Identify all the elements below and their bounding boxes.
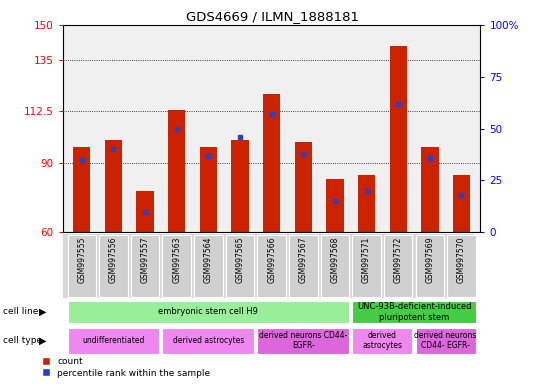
FancyBboxPatch shape bbox=[352, 235, 381, 297]
Text: UNC-93B-deficient-induced
pluripotent stem: UNC-93B-deficient-induced pluripotent st… bbox=[357, 302, 471, 322]
FancyBboxPatch shape bbox=[225, 235, 254, 297]
FancyBboxPatch shape bbox=[352, 301, 476, 323]
FancyBboxPatch shape bbox=[68, 301, 349, 323]
Text: GSM997556: GSM997556 bbox=[109, 237, 118, 283]
Text: GSM997566: GSM997566 bbox=[267, 237, 276, 283]
Text: GDS4669 / ILMN_1888181: GDS4669 / ILMN_1888181 bbox=[187, 10, 359, 23]
FancyBboxPatch shape bbox=[131, 235, 159, 297]
Text: GSM997571: GSM997571 bbox=[362, 237, 371, 283]
Text: undifferentiated: undifferentiated bbox=[82, 336, 145, 345]
FancyBboxPatch shape bbox=[163, 235, 191, 297]
Bar bbox=[105, 140, 122, 232]
Bar bbox=[73, 147, 91, 232]
Text: GSM997567: GSM997567 bbox=[299, 237, 308, 283]
Text: GSM997572: GSM997572 bbox=[394, 237, 403, 283]
FancyBboxPatch shape bbox=[163, 328, 254, 354]
FancyBboxPatch shape bbox=[68, 328, 159, 354]
Text: ▶: ▶ bbox=[39, 336, 47, 346]
Bar bbox=[453, 175, 470, 232]
Text: derived astrocytes: derived astrocytes bbox=[173, 336, 244, 345]
Bar bbox=[295, 142, 312, 232]
Text: GSM997570: GSM997570 bbox=[457, 237, 466, 283]
FancyBboxPatch shape bbox=[257, 235, 286, 297]
FancyBboxPatch shape bbox=[352, 328, 412, 354]
Text: cell type: cell type bbox=[3, 336, 42, 345]
FancyBboxPatch shape bbox=[68, 235, 96, 297]
Text: derived neurons
CD44- EGFR-: derived neurons CD44- EGFR- bbox=[414, 331, 477, 351]
Text: GSM997557: GSM997557 bbox=[140, 237, 150, 283]
Text: GSM997569: GSM997569 bbox=[425, 237, 435, 283]
Bar bbox=[200, 147, 217, 232]
FancyBboxPatch shape bbox=[447, 235, 476, 297]
FancyBboxPatch shape bbox=[416, 235, 444, 297]
FancyBboxPatch shape bbox=[257, 328, 349, 354]
Bar bbox=[421, 147, 438, 232]
Bar bbox=[168, 110, 186, 232]
Text: derived neurons CD44-
EGFR-: derived neurons CD44- EGFR- bbox=[259, 331, 347, 351]
FancyBboxPatch shape bbox=[321, 235, 349, 297]
Bar bbox=[389, 46, 407, 232]
FancyBboxPatch shape bbox=[194, 235, 223, 297]
Text: embryonic stem cell H9: embryonic stem cell H9 bbox=[158, 308, 258, 316]
Bar bbox=[358, 175, 375, 232]
Legend: count, percentile rank within the sample: count, percentile rank within the sample bbox=[43, 357, 210, 377]
Text: GSM997565: GSM997565 bbox=[235, 237, 245, 283]
Text: GSM997564: GSM997564 bbox=[204, 237, 213, 283]
Text: cell line: cell line bbox=[3, 308, 38, 316]
FancyBboxPatch shape bbox=[416, 328, 476, 354]
Bar bbox=[232, 140, 248, 232]
Text: GSM997568: GSM997568 bbox=[330, 237, 340, 283]
Text: ▶: ▶ bbox=[39, 307, 47, 317]
Text: GSM997555: GSM997555 bbox=[78, 237, 86, 283]
Text: GSM997563: GSM997563 bbox=[172, 237, 181, 283]
Bar bbox=[326, 179, 343, 232]
FancyBboxPatch shape bbox=[384, 235, 412, 297]
FancyBboxPatch shape bbox=[99, 235, 128, 297]
Bar bbox=[136, 191, 154, 232]
Text: derived
astrocytes: derived astrocytes bbox=[363, 331, 402, 351]
FancyBboxPatch shape bbox=[289, 235, 318, 297]
Bar bbox=[263, 94, 280, 232]
